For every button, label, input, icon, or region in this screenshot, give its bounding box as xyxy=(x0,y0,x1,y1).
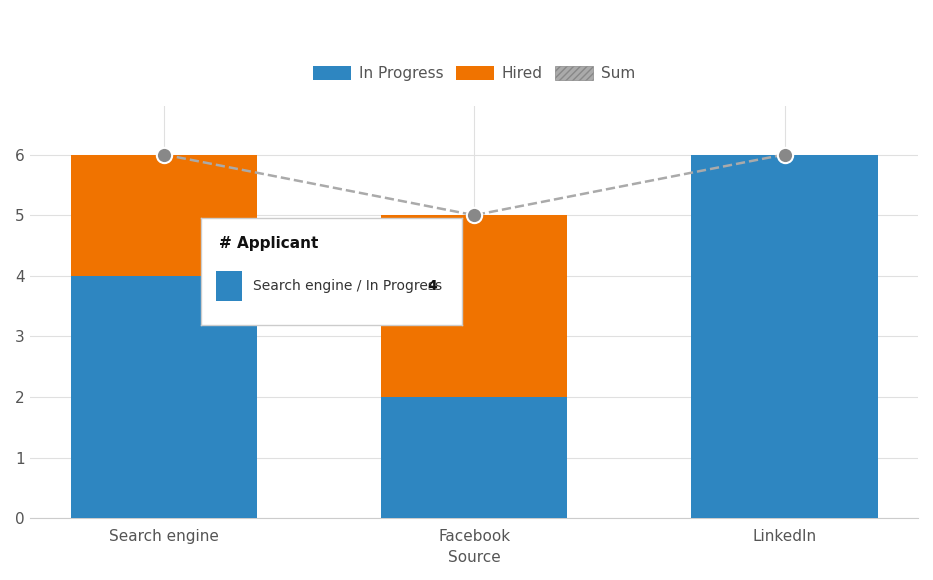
Legend: In Progress, Hired, Sum: In Progress, Hired, Sum xyxy=(307,60,641,88)
Bar xyxy=(381,215,567,397)
Text: 4: 4 xyxy=(428,279,438,293)
Bar xyxy=(71,276,257,519)
Bar xyxy=(691,154,878,519)
Text: Search engine / In Progress: Search engine / In Progress xyxy=(253,279,442,293)
Text: # Applicant: # Applicant xyxy=(219,235,318,251)
FancyBboxPatch shape xyxy=(216,271,243,301)
X-axis label: Source: Source xyxy=(448,550,500,565)
Bar xyxy=(381,397,567,519)
Bar xyxy=(71,154,257,276)
